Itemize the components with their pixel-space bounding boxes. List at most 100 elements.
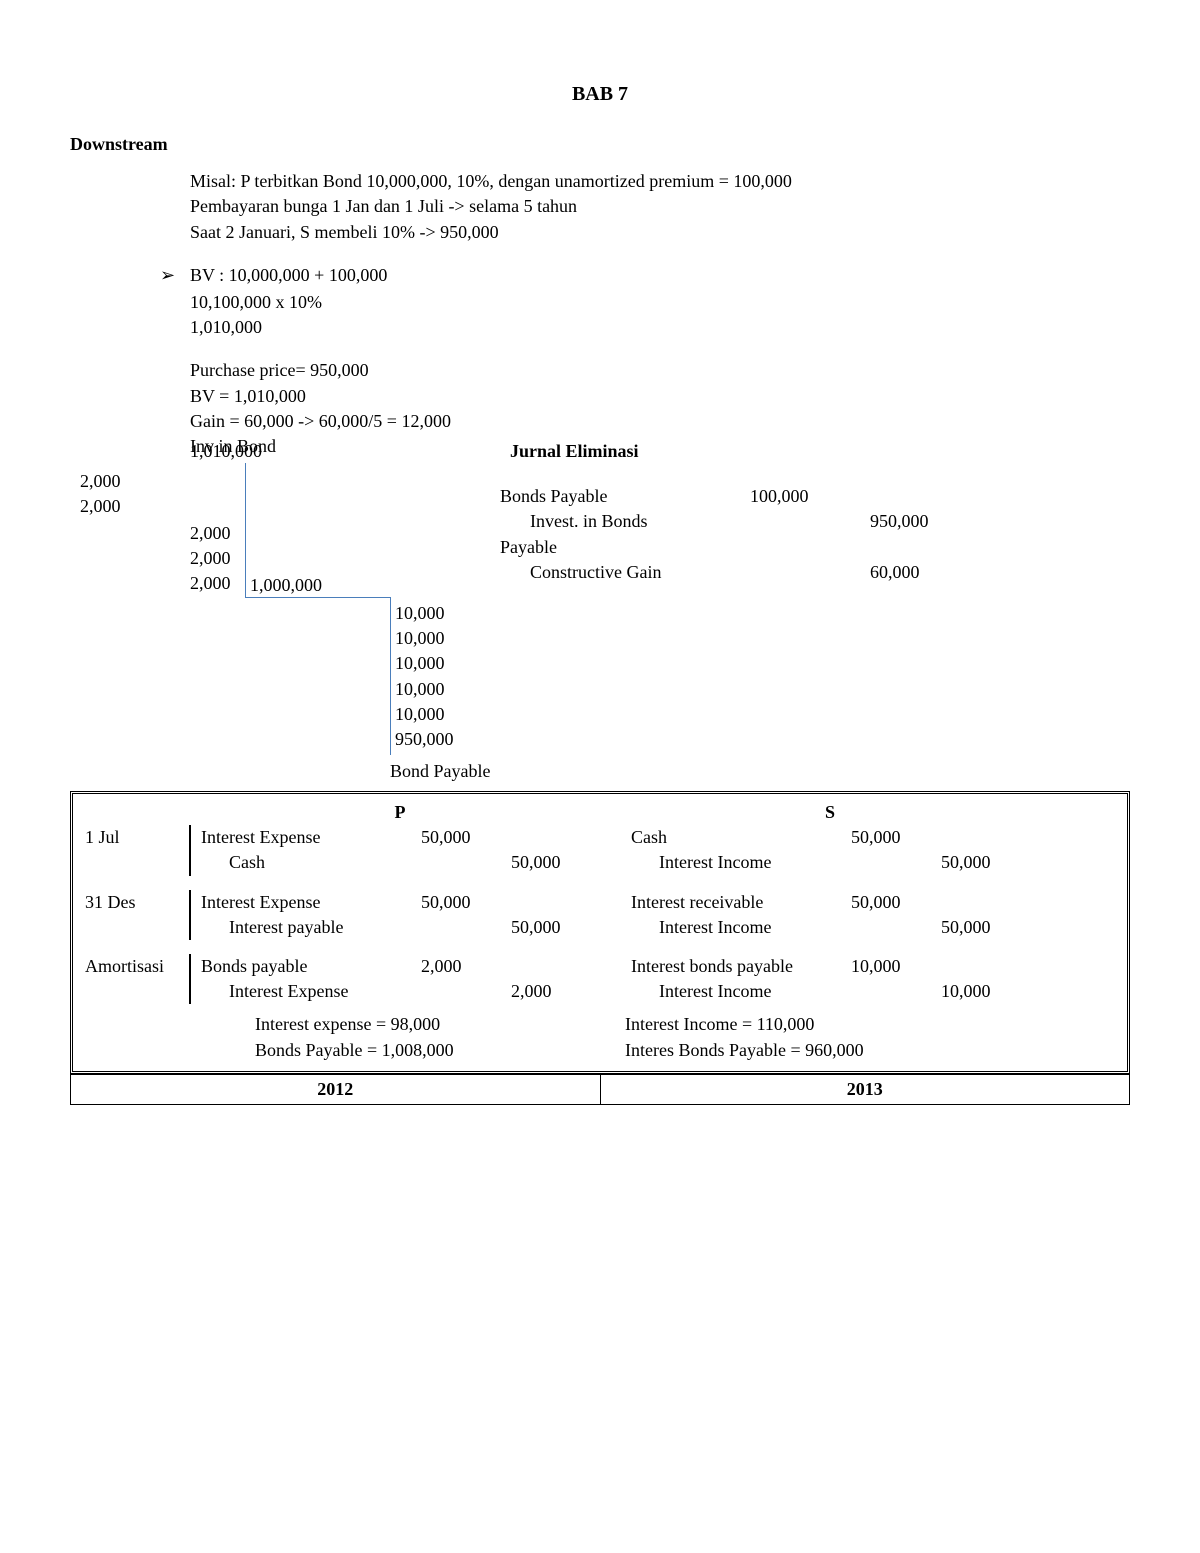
jurnal-credit: 60,000: [870, 560, 990, 585]
je-credit: 50,000: [511, 915, 601, 940]
je-account: Interest Income: [631, 850, 851, 875]
entry-date: 1 Jul: [85, 825, 191, 875]
je-account: Cash: [201, 850, 421, 875]
t-value: 10,000: [395, 626, 454, 651]
je-account: Interest Expense: [201, 890, 421, 915]
s-side: Interest receivable50,000Interest Income…: [621, 890, 1051, 940]
je-credit: [941, 825, 1031, 850]
pp-line: Purchase price= 950,000: [190, 358, 1130, 383]
s-header: S: [615, 800, 1045, 825]
jurnal-credit: 950,000: [870, 509, 990, 534]
je-credit: [511, 890, 601, 915]
bv-line: BV : 10,000,000 + 100,000: [190, 263, 387, 288]
journal-line: Interest Income50,000: [631, 915, 1051, 940]
journal-line: Interest Expense 2,000: [201, 979, 621, 1004]
t-value: 2,000: [80, 494, 121, 519]
summary-row: Interest expense = 98,000 Bonds Payable …: [85, 1012, 1115, 1062]
t-line: [245, 463, 246, 597]
je-debit: [851, 915, 941, 940]
t-line: [390, 597, 391, 755]
jurnal-account: Bonds Payable: [500, 484, 750, 509]
intro-line: Pembayaran bunga 1 Jan dan 1 Juli -> sel…: [190, 194, 1130, 219]
pp-line: Gain = 60,000 -> 60,000/5 = 12,000: [190, 409, 1130, 434]
s-side: Cash50,000Interest Income50,000: [621, 825, 1051, 875]
jurnal-debit: [750, 560, 870, 585]
je-account: Interest payable: [201, 915, 421, 940]
je-debit: 10,000: [851, 954, 941, 979]
page-title: BAB 7: [70, 80, 1130, 108]
t-value: 2,000: [190, 546, 231, 571]
je-account: Interest receivable: [631, 890, 851, 915]
jurnal-credit: [870, 535, 990, 560]
ps-entries: 1 JulInterest Expense50,000Cash50,000Cas…: [85, 825, 1115, 1004]
p-side: Bonds payable2,000Interest Expense2,000: [191, 954, 621, 1004]
year-table: 2012 2013: [70, 1074, 1130, 1105]
journal-line: Interest Expense50,000: [201, 825, 621, 850]
je-credit: [941, 954, 1031, 979]
bullet-arrow-icon: ➢: [160, 263, 190, 288]
t-left-inside-col: 2,000 2,000 2,000: [190, 521, 231, 597]
je-debit: [421, 915, 511, 940]
p-header: P: [185, 800, 615, 825]
je-debit: 50,000: [421, 825, 511, 850]
jurnal-rows: Bonds Payable100,000Invest. in Bonds950,…: [500, 484, 1020, 585]
je-account: Interest Expense: [201, 825, 421, 850]
je-credit: [511, 825, 601, 850]
je-debit: 2,000: [421, 954, 511, 979]
je-credit: 2,000: [511, 979, 601, 1004]
entry-row: 1 JulInterest Expense50,000Cash50,000Cas…: [85, 825, 1115, 875]
journal-line: Cash 50,000: [201, 850, 621, 875]
year-2012: 2012: [71, 1075, 601, 1104]
p-side: Interest Expense50,000Cash50,000: [191, 825, 621, 875]
t-value: 2,000: [80, 469, 121, 494]
t-value: 10,000: [395, 702, 454, 727]
t-value: 10,000: [395, 651, 454, 676]
t-base-value: 1,000,000: [250, 573, 322, 598]
jurnal-debit: [750, 535, 870, 560]
jurnal-row: Invest. in Bonds950,000: [500, 509, 1020, 534]
bond-payable-label: Bond Payable: [390, 759, 491, 784]
journal-line: Interest receivable50,000: [631, 890, 1051, 915]
journal-line: Interest Income 10,000: [631, 979, 1051, 1004]
je-account: Cash: [631, 825, 851, 850]
bv-line: 1,010,000: [190, 315, 1130, 340]
je-account: Interest Income: [631, 915, 851, 940]
je-credit: 10,000: [941, 979, 1031, 1004]
je-debit: 50,000: [851, 825, 941, 850]
entry-date: Amortisasi: [85, 954, 191, 1004]
ps-table: P S 1 JulInterest Expense50,000Cash50,00…: [70, 791, 1130, 1074]
journal-line: Interest Expense50,000: [201, 890, 621, 915]
je-credit: 50,000: [511, 850, 601, 875]
year-2013: 2013: [601, 1075, 1130, 1104]
jurnal-credit: [870, 484, 990, 509]
summary-p-line: Bonds Payable = 1,008,000: [255, 1038, 615, 1063]
p-side: Interest Expense50,000Interest payable50…: [191, 890, 621, 940]
section-heading: Downstream: [70, 132, 1130, 157]
summary-p-line: Interest expense = 98,000: [255, 1012, 615, 1037]
jurnal-account: Payable: [500, 535, 750, 560]
jurnal-row: Bonds Payable100,000: [500, 484, 1020, 509]
ps-header: P S: [85, 800, 1115, 825]
t-right-col: 10,000 10,000 10,000 10,000 10,000 950,0…: [395, 601, 454, 752]
t-value: 950,000: [395, 727, 454, 752]
je-debit: [421, 979, 511, 1004]
bv-bullet: ➢ BV : 10,000,000 + 100,000: [160, 263, 1130, 288]
je-debit: 50,000: [421, 890, 511, 915]
je-credit: [511, 954, 601, 979]
je-debit: [851, 850, 941, 875]
je-debit: [421, 850, 511, 875]
intro-line: Saat 2 Januari, S membeli 10% -> 950,000: [190, 220, 1130, 245]
t-value: 2,000: [190, 521, 231, 546]
intro-block: Misal: P terbitkan Bond 10,000,000, 10%,…: [190, 169, 1130, 245]
s-side: Interest bonds payable10,000Interest Inc…: [621, 954, 1051, 1004]
summary-s-line: Interest Income = 110,000: [625, 1012, 1045, 1037]
entry-date: 31 Des: [85, 890, 191, 940]
pp-line: BV = 1,010,000: [190, 384, 1130, 409]
je-account: Interest Income: [631, 979, 851, 1004]
je-account: Interest bonds payable: [631, 954, 851, 979]
je-account: Interest Expense: [201, 979, 421, 1004]
journal-line: Interest Income50,000: [631, 850, 1051, 875]
je-debit: 50,000: [851, 890, 941, 915]
journal-line: Bonds payable2,000: [201, 954, 621, 979]
journal-line: Interest bonds payable10,000: [631, 954, 1051, 979]
